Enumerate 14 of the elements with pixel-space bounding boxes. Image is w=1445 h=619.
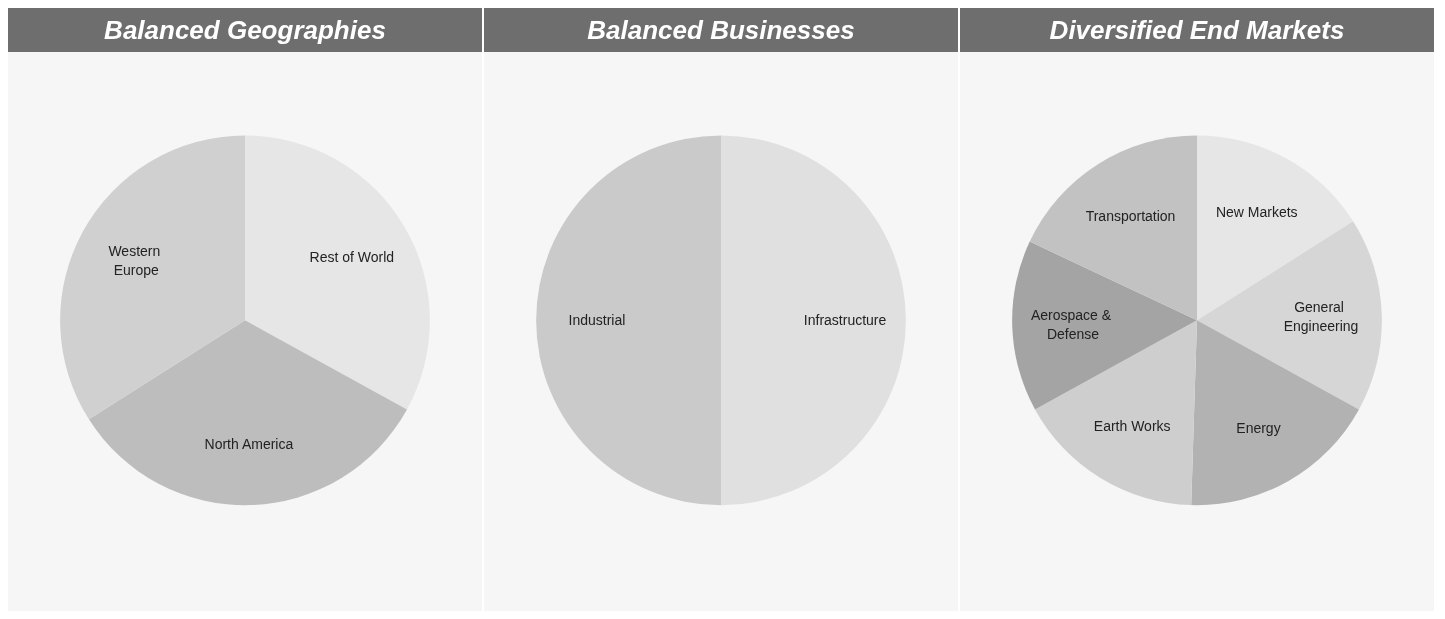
slice-label: North America [204, 436, 294, 453]
slice-label: Infrastructure [803, 312, 887, 329]
slice-label: Aerospace & Defense [1030, 306, 1116, 342]
chart-title: Balanced Geographies [8, 8, 482, 52]
slice-label: Rest of World [309, 249, 395, 266]
slice-label: Western Europe [108, 243, 165, 279]
chart-title: Diversified End Markets [960, 8, 1434, 52]
slice-label: Transportation [1085, 207, 1176, 224]
chart-title: Balanced Businesses [484, 8, 958, 52]
slice-label: General Engineering [1283, 298, 1359, 334]
slice-label: Energy [1236, 420, 1281, 437]
slice-label: Earth Works [1093, 418, 1171, 435]
slice-label: New Markets [1215, 203, 1298, 220]
slice-label: Industrial [568, 312, 626, 329]
